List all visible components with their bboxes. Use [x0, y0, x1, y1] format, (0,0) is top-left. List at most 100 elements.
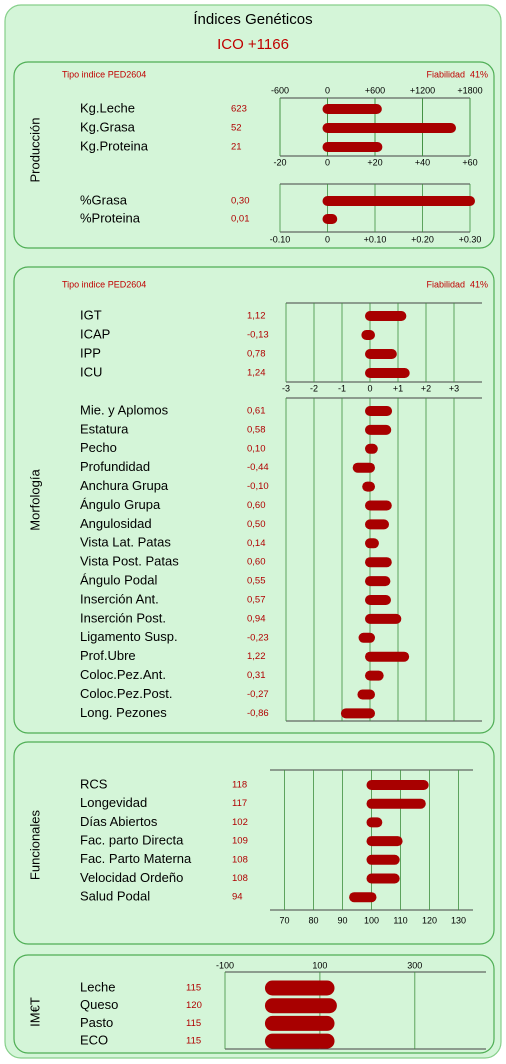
- tick-label: 100: [364, 915, 379, 925]
- page: {"title": "Índices Genéticos", "ico": "I…: [0, 0, 506, 1064]
- row-label: Fac. Parto Materna: [80, 851, 192, 866]
- tick-label: +0.10: [364, 234, 387, 244]
- row-label: Profundidad: [80, 459, 150, 474]
- value-label: 115: [186, 1018, 201, 1029]
- row-label: Leche: [80, 979, 115, 994]
- row-label: Vista Post. Patas: [80, 554, 179, 569]
- value-label: 0,31: [247, 670, 266, 681]
- tick-label: +60: [462, 157, 477, 167]
- tick-label: 130: [451, 915, 466, 925]
- row-label: Fac. parto Directa: [80, 833, 184, 848]
- tick-label: +2: [421, 383, 431, 393]
- value-label: 0,61: [247, 406, 266, 417]
- section-name: Morfología: [27, 469, 42, 531]
- tick-label: 0: [367, 383, 372, 393]
- value-label: 109: [232, 836, 248, 847]
- value-label: 0,60: [247, 500, 266, 511]
- index-type: Tipo indice PED2604: [62, 69, 146, 79]
- section-name: IM€T: [27, 997, 42, 1027]
- row-label: Ligamento Susp.: [80, 629, 178, 644]
- tick-label: 0: [325, 157, 330, 167]
- row-label: Mie. y Aplomos: [80, 402, 169, 417]
- row-label: Angulosidad: [80, 516, 152, 531]
- value-label: 0,94: [247, 613, 266, 624]
- row-label: Inserción Ant.: [80, 591, 159, 606]
- row-label: IGT: [80, 307, 102, 322]
- value-label: -0,23: [247, 632, 269, 643]
- value-label: 21: [231, 142, 242, 153]
- row-label: Pasto: [80, 1015, 113, 1030]
- row-label: Kg.Leche: [80, 100, 135, 115]
- row-label: RCS: [80, 776, 108, 791]
- tick-label: 70: [279, 915, 289, 925]
- value-label: -0,13: [247, 330, 269, 341]
- value-label: 102: [232, 817, 248, 828]
- tick-label: +3: [449, 383, 459, 393]
- value-label: 0,10: [247, 443, 266, 454]
- value-label: -0,44: [247, 462, 269, 473]
- row-label: ICAP: [80, 326, 110, 341]
- tick-label: +1200: [410, 85, 435, 95]
- section-name: Producción: [27, 117, 42, 182]
- value-label: 52: [231, 123, 242, 134]
- value-label: 94: [232, 892, 243, 903]
- value-label: 0,78: [247, 349, 266, 360]
- value-label: 0,55: [247, 576, 266, 587]
- row-label: Estatura: [80, 421, 129, 436]
- row-label: ICU: [80, 364, 102, 379]
- value-label: 0,58: [247, 424, 266, 435]
- value-label: 108: [232, 854, 248, 865]
- row-label: Pecho: [80, 440, 117, 455]
- panel-title: Índices Genéticos: [193, 11, 312, 28]
- value-label: 623: [231, 104, 247, 115]
- value-label: 1,24: [247, 368, 266, 379]
- row-label: Velocidad Ordeño: [80, 870, 183, 885]
- tick-label: 0: [325, 85, 330, 95]
- tick-label: +20: [367, 157, 382, 167]
- value-label: 120: [186, 1000, 202, 1011]
- genetic-index-panel: Índices Genéticos ICO +1166 Producción Ti…: [0, 0, 506, 1064]
- row-label: Queso: [80, 997, 118, 1012]
- reliability: Fiabilidad 41%: [426, 69, 488, 79]
- row-label: Ángulo Grupa: [80, 497, 161, 512]
- tick-label: +0.30: [459, 234, 482, 244]
- tick-label: 90: [337, 915, 347, 925]
- tick-label: -2: [310, 383, 318, 393]
- row-label: Longevidad: [80, 795, 147, 810]
- value-label: 0,57: [247, 595, 266, 606]
- section-name: Funcionales: [27, 809, 42, 880]
- tick-label: 120: [422, 915, 437, 925]
- row-label: Coloc.Pez.Post.: [80, 686, 173, 701]
- tick-label: -3: [282, 383, 290, 393]
- tick-label: 110: [393, 915, 407, 925]
- row-label: Kg.Proteina: [80, 138, 149, 153]
- tick-label: 300: [407, 960, 422, 970]
- value-label: 115: [186, 983, 201, 994]
- value-label: 115: [186, 1036, 201, 1047]
- row-label: IPP: [80, 345, 101, 360]
- tick-label: 100: [312, 960, 327, 970]
- row-label: Kg.Grasa: [80, 119, 136, 134]
- row-label: Coloc.Pez.Ant.: [80, 667, 166, 682]
- tick-label: +600: [365, 85, 385, 95]
- value-label: 117: [232, 798, 247, 809]
- row-label: Inserción Post.: [80, 610, 166, 625]
- tick-label: -0.10: [270, 234, 291, 244]
- value-label: 0,30: [231, 196, 250, 207]
- ico-value: ICO +1166: [217, 36, 289, 53]
- row-label: %Proteina: [80, 210, 141, 225]
- value-label: 1,22: [247, 651, 266, 662]
- row-label: Anchura Grupa: [80, 478, 169, 493]
- row-label: Días Abiertos: [80, 814, 158, 829]
- row-label: ECO: [80, 1033, 108, 1048]
- row-label: Prof.Ubre: [80, 648, 136, 663]
- tick-label: -1: [338, 383, 346, 393]
- value-label: 0,14: [247, 538, 266, 549]
- row-label: Salud Podal: [80, 889, 150, 904]
- tick-label: -600: [271, 85, 289, 95]
- tick-label: +1800: [457, 85, 482, 95]
- tick-label: +40: [415, 157, 430, 167]
- row-label: Long. Pezones: [80, 705, 167, 720]
- tick-label: -20: [273, 157, 286, 167]
- value-label: 0,50: [247, 519, 266, 530]
